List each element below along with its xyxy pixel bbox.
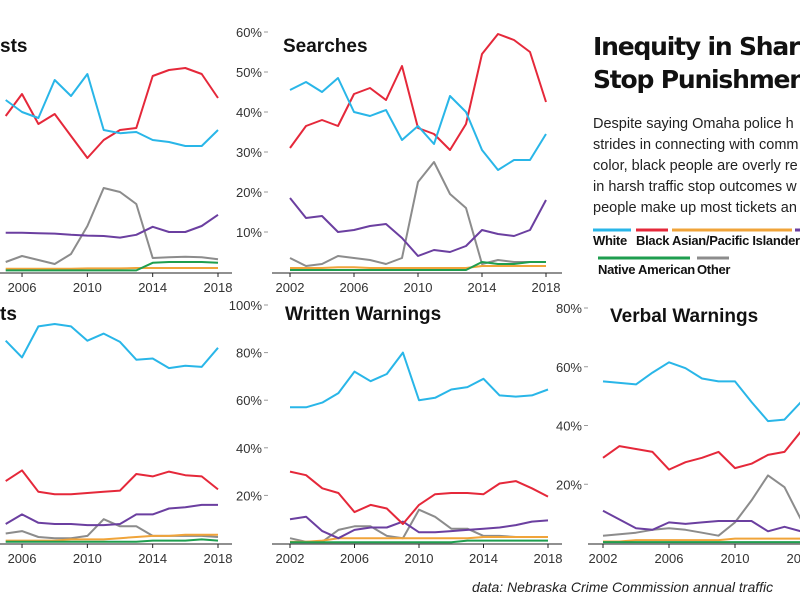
legend-label: Asian/Pacific Islander [672,233,800,248]
x-tick-label: 2010 [73,551,102,566]
x-tick-label: 2002 [276,551,305,566]
y-tick-label: 40% [236,105,262,120]
series-line [602,361,800,423]
description: people make up most tickets an [593,200,797,216]
x-tick-label: 2010 [405,551,434,566]
y-tick-label: 60% [236,393,262,408]
series-line [602,474,800,537]
series-line [5,187,219,265]
y-tick-label: 10% [236,225,262,240]
x-tick-label: 2010 [721,551,750,566]
series-line [289,161,546,267]
panel-title: ts [0,304,17,325]
series-line [4,67,219,159]
y-tick-label: 60% [556,360,582,375]
series-line [289,197,547,257]
headline: Stop Punishments [593,65,800,94]
series-line [290,539,548,544]
y-tick-label: 20% [556,477,582,492]
y-tick-label: 80% [556,301,582,316]
description: Despite saying Omaha police h [593,116,794,132]
x-tick-label: 2014 [468,280,497,295]
x-tick-label: 2014 [138,551,167,566]
series-line [5,533,218,542]
series-line [5,469,219,496]
x-tick-label: 2018 [204,280,233,295]
legend-label: White [593,233,627,248]
series-line [289,33,547,151]
description: in harsh traffic stop outcomes w [593,179,797,195]
y-tick-label: 60% [236,25,262,40]
panel-title: sts [0,36,27,57]
legend-label: Black [636,233,670,248]
description: color, black people are overly re [593,158,798,174]
x-tick-label: 2014 [138,280,167,295]
x-tick-label: 2014 [469,551,498,566]
series-line [5,73,219,147]
series-line [5,538,219,543]
y-tick-label: 40% [236,441,262,456]
x-tick-label: 2006 [655,551,684,566]
series-line [602,509,800,533]
legend-label: Other [697,262,730,277]
panel-title: Searches [283,36,368,57]
series-line [289,77,547,171]
x-tick-label: 2018 [532,280,561,295]
x-tick-label: 2006 [340,551,369,566]
series-line [5,213,219,239]
series-line [603,537,800,543]
description: strides in connecting with comm [593,137,799,153]
panel-title: Written Warnings [285,304,441,325]
series-line [4,323,219,370]
series-line [602,431,800,471]
series-line [289,470,549,525]
x-tick-label: 2006 [8,280,37,295]
x-tick-label: 2010 [73,280,102,295]
series-line [5,503,218,527]
series-line [290,265,546,269]
y-tick-label: 20% [236,185,262,200]
x-tick-label: 2014 [787,551,800,566]
y-tick-label: 40% [556,419,582,434]
series-line [5,267,218,270]
series-line [290,536,548,543]
legend-label: Native American [598,262,695,277]
y-tick-label: 30% [236,145,262,160]
series-line [289,515,549,540]
headline: Inequity in Share of T [593,32,800,61]
x-tick-label: 2002 [589,551,618,566]
x-tick-label: 2010 [404,280,433,295]
y-tick-label: 20% [236,488,262,503]
panel-title: Verbal Warnings [610,306,758,327]
x-tick-label: 2018 [534,551,563,566]
source: data: Nebraska Crime Commission annual t… [472,579,773,595]
series-line [5,261,219,272]
y-tick-label: 100% [229,298,263,313]
y-tick-label: 80% [236,346,262,361]
x-tick-label: 2006 [340,280,369,295]
x-tick-label: 2002 [276,280,305,295]
y-tick-label: 50% [236,65,262,80]
x-tick-label: 2006 [8,551,37,566]
x-tick-label: 2018 [204,551,233,566]
series-line [290,351,549,409]
series-line [290,261,546,271]
